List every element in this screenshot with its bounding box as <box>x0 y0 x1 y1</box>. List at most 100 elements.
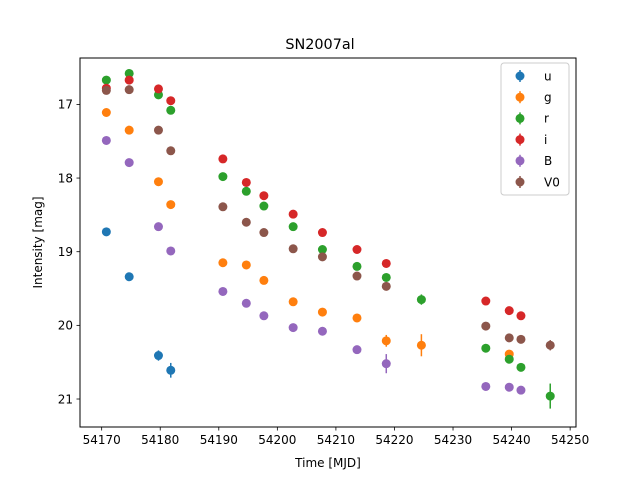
data-point <box>101 108 111 118</box>
y-tick-label: 17 <box>58 98 73 112</box>
data-point <box>166 146 176 156</box>
data-point <box>124 68 134 78</box>
data-point <box>153 351 163 361</box>
y-tick-label: 21 <box>58 392 73 406</box>
legend-item-B: B <box>515 154 552 168</box>
data-point <box>153 222 163 232</box>
y-tick-label: 19 <box>58 245 73 259</box>
data-point <box>218 154 228 164</box>
data-point <box>317 228 327 238</box>
data-point <box>124 272 134 282</box>
data-point <box>241 177 251 187</box>
legend-item-u: u <box>515 69 552 83</box>
data-point <box>101 75 111 85</box>
x-tick-label: 54170 <box>83 433 121 447</box>
legend-item-g: g <box>515 91 552 105</box>
data-point <box>381 272 391 282</box>
data-point <box>218 286 228 296</box>
data-point <box>124 125 134 135</box>
data-point <box>381 336 391 346</box>
data-point <box>352 313 362 323</box>
x-tick-label: 54180 <box>141 433 179 447</box>
data-point <box>241 298 251 308</box>
data-point <box>153 84 163 94</box>
data-point <box>259 228 269 238</box>
data-point <box>317 252 327 262</box>
legend-label: r <box>544 112 549 126</box>
data-point <box>288 297 298 307</box>
series-i <box>101 75 526 321</box>
data-point <box>124 85 134 95</box>
legend-label: i <box>544 133 547 147</box>
data-point <box>504 354 514 364</box>
y-axis-label: Intensity [mag] <box>31 196 45 288</box>
series-r <box>101 68 555 409</box>
data-point <box>317 326 327 336</box>
data-point <box>416 340 426 350</box>
x-tick-label: 54210 <box>317 433 355 447</box>
legend-item-V0: V0 <box>515 175 560 189</box>
data-point <box>481 321 491 331</box>
data-point <box>352 271 362 281</box>
data-point <box>352 261 362 271</box>
y-tick-label: 18 <box>58 171 73 185</box>
data-point <box>381 258 391 268</box>
data-point <box>381 281 391 291</box>
x-tick-label: 54190 <box>200 433 238 447</box>
data-point <box>218 258 228 268</box>
data-point <box>153 177 163 187</box>
data-points-layer <box>101 68 555 409</box>
data-point <box>504 306 514 316</box>
data-point <box>288 244 298 254</box>
series-V0 <box>101 85 555 351</box>
plot-frame <box>79 57 577 428</box>
legend-marker <box>515 113 525 123</box>
data-point <box>481 381 491 391</box>
data-point <box>218 172 228 182</box>
data-point <box>381 359 391 369</box>
data-point <box>218 202 228 212</box>
legend-marker <box>515 71 525 81</box>
data-point <box>153 125 163 135</box>
legend-marker <box>515 177 525 187</box>
legend-item-r: r <box>515 112 549 126</box>
legend-label: u <box>544 69 552 83</box>
data-point <box>481 343 491 353</box>
x-tick-label: 54200 <box>258 433 296 447</box>
data-point <box>101 85 111 95</box>
data-point <box>317 307 327 317</box>
data-point <box>101 135 111 145</box>
legend-marker <box>515 135 525 145</box>
data-point <box>481 296 491 306</box>
x-axis-ticks: 54170 54180 54190 54200 54210 54220 54230 54240… <box>83 427 589 447</box>
x-tick-label: 54220 <box>375 433 413 447</box>
legend-marker <box>515 156 525 166</box>
data-point <box>259 201 269 211</box>
data-point <box>516 385 526 395</box>
series-g <box>101 108 514 359</box>
data-point <box>241 260 251 270</box>
plot-area: 54170 54180 54190 54200 54210 54220 54230 54240… <box>58 57 589 447</box>
data-point <box>516 311 526 321</box>
data-point <box>288 323 298 333</box>
data-point <box>545 340 555 350</box>
data-point <box>545 391 555 401</box>
legend-item-i: i <box>515 133 547 147</box>
data-point <box>124 158 134 168</box>
data-point <box>166 96 176 106</box>
data-point <box>288 209 298 219</box>
data-point <box>317 244 327 254</box>
data-point <box>166 200 176 210</box>
data-point <box>504 333 514 343</box>
legend-label: B <box>544 154 552 168</box>
series-B <box>101 135 526 395</box>
chart-title: SN2007al <box>285 37 354 53</box>
y-axis-ticks: 17 18 19 20 21 <box>58 98 80 406</box>
data-point <box>166 365 176 375</box>
data-point <box>352 345 362 355</box>
data-point <box>166 246 176 256</box>
x-axis-label: Time [MJD] <box>294 456 361 470</box>
